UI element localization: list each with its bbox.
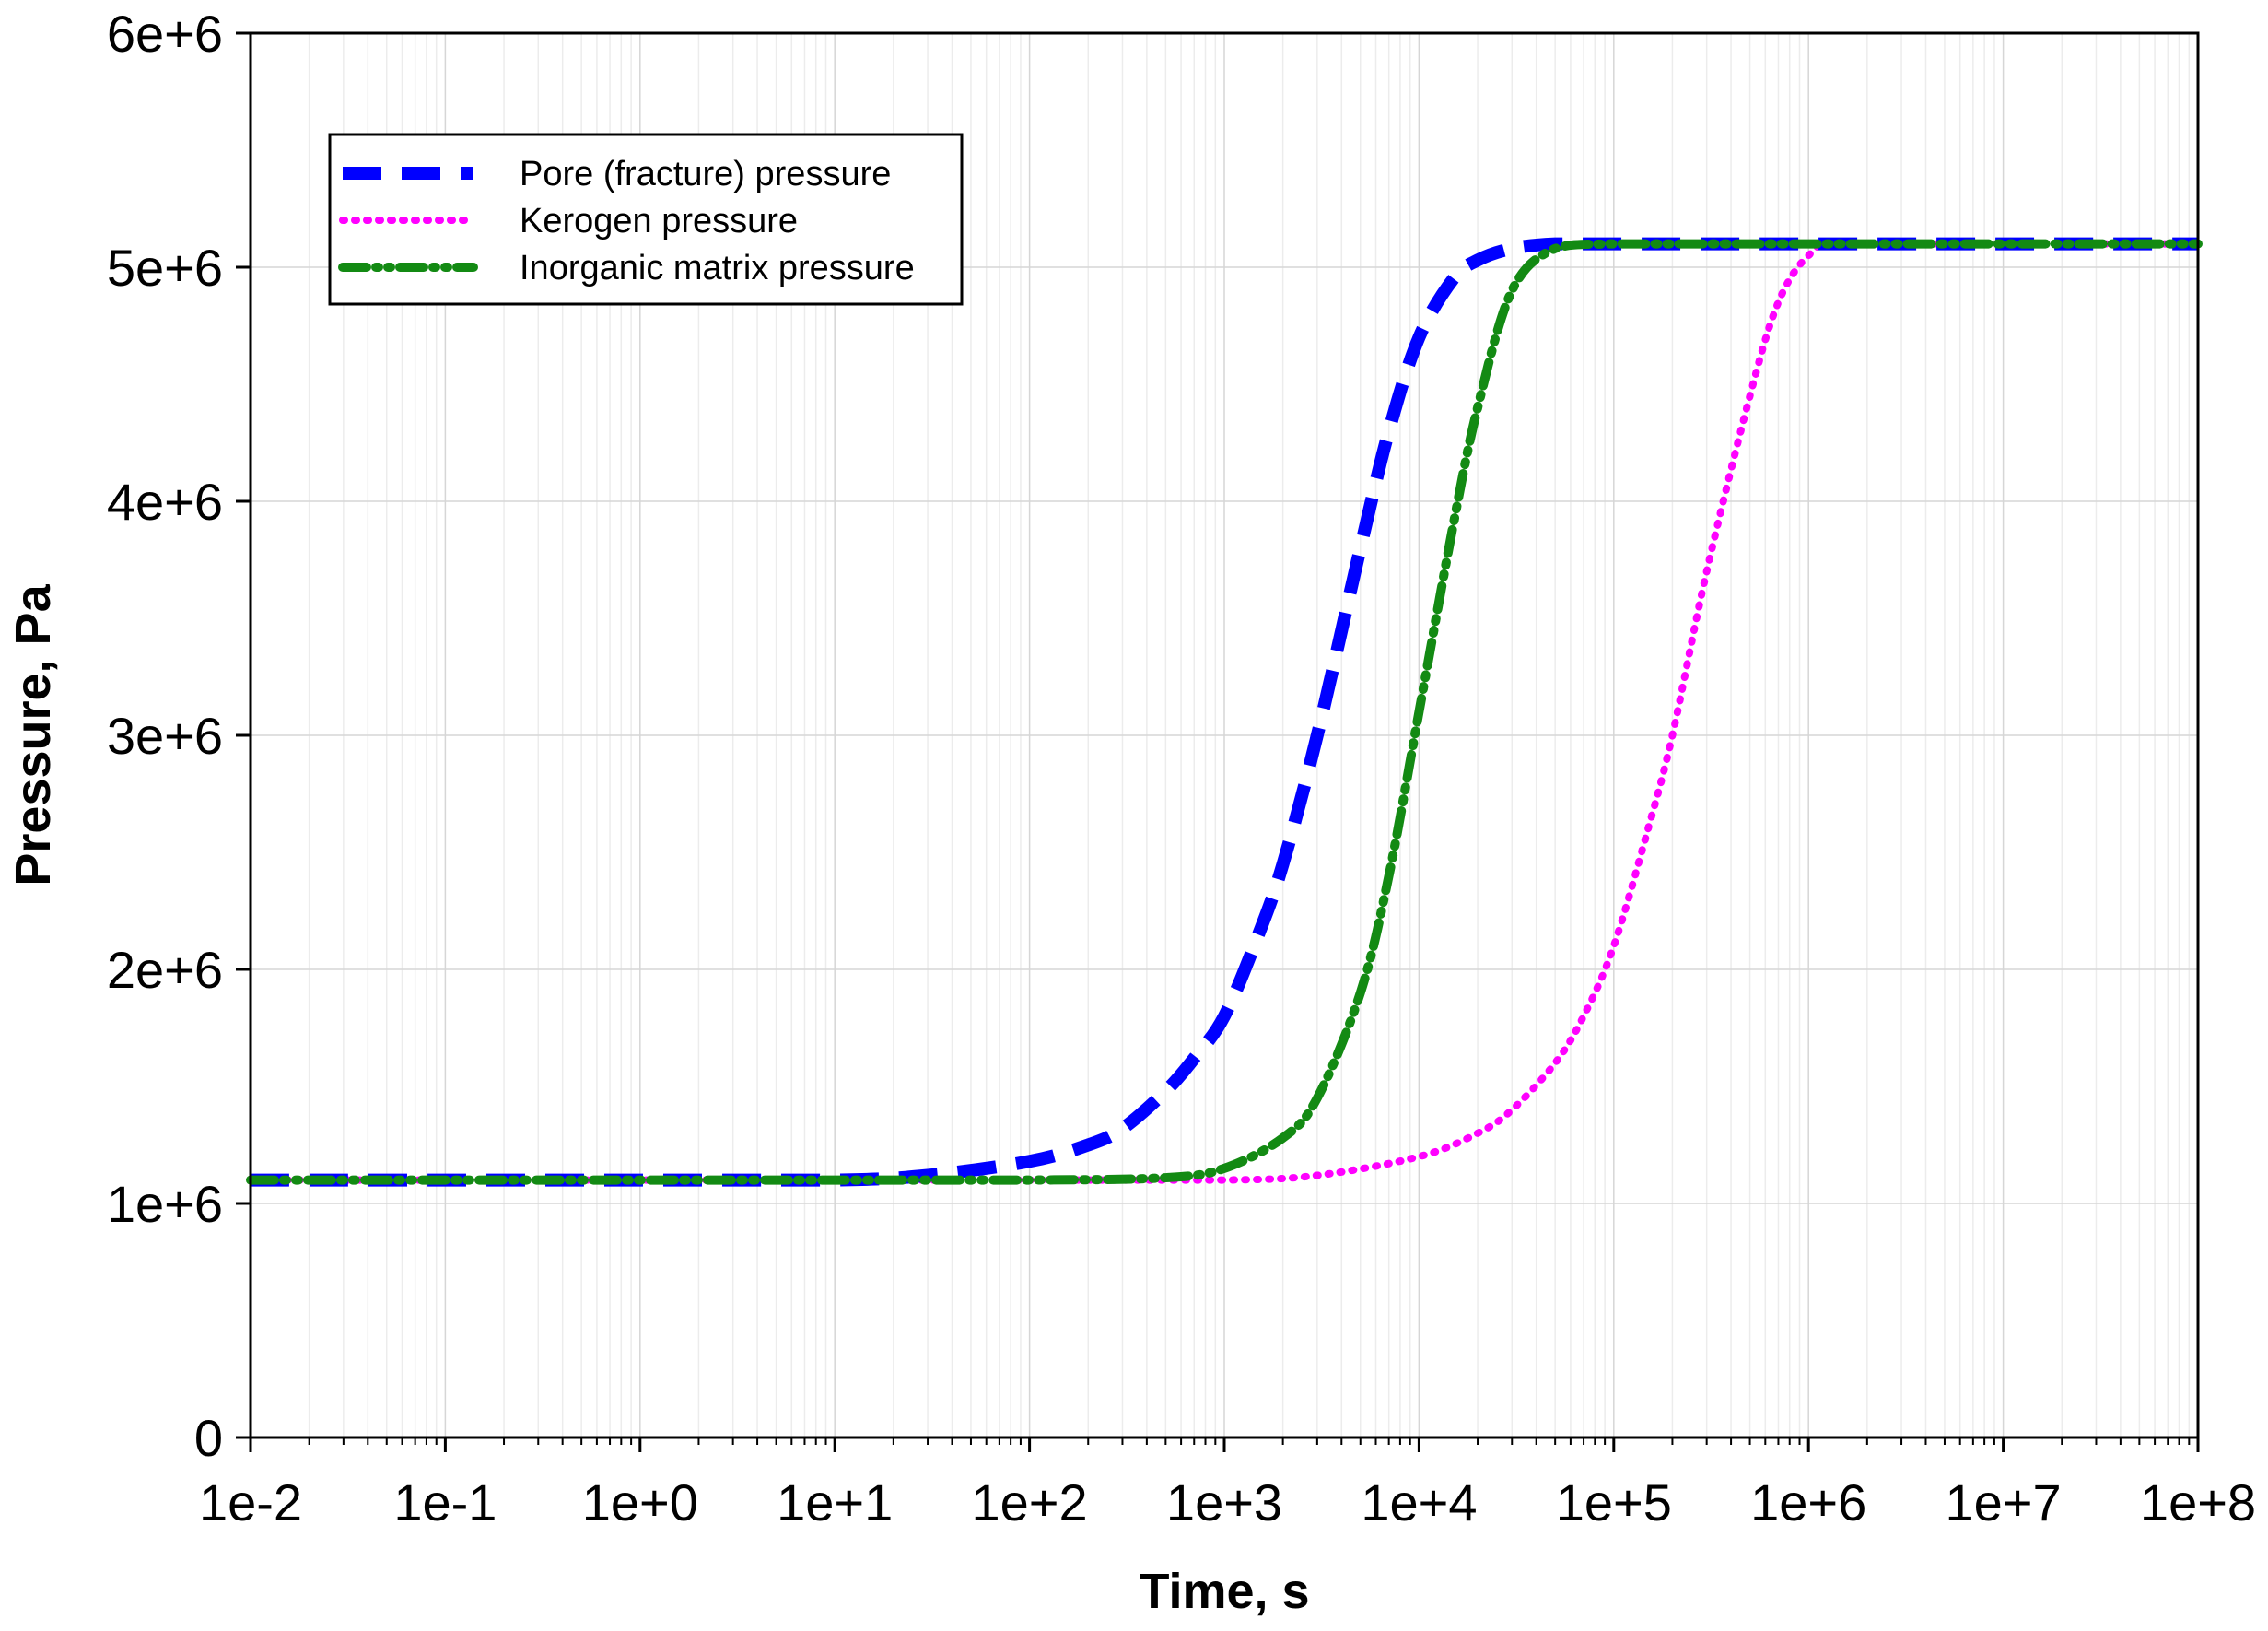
x-tick-label: 1e+0	[582, 1473, 698, 1531]
y-tick-label: 3e+6	[107, 707, 223, 765]
x-axis-title: Time, s	[1139, 1564, 1309, 1619]
y-tick-label: 2e+6	[107, 941, 223, 999]
x-tick-label: 1e+5	[1556, 1473, 1672, 1531]
x-tick-label: 1e-1	[393, 1473, 497, 1531]
x-tick-label: 1e-2	[199, 1473, 302, 1531]
x-tick-label: 1e+2	[972, 1473, 1088, 1531]
x-tick-label: 1e+1	[777, 1473, 893, 1531]
y-tick-label: 1e+6	[107, 1175, 223, 1233]
y-tick-label: 4e+6	[107, 473, 223, 531]
axes: 1e-2 1e-1 1e+0 1e+1 1e+2 1e+3 1e+4 1e+5 1e+6 1e+7…	[107, 5, 2256, 1531]
x-tick-label: 1e+8	[2140, 1473, 2256, 1531]
legend-box	[328, 133, 964, 306]
series-lines	[246, 237, 2203, 1187]
x-tick-label: 1e+6	[1750, 1473, 1866, 1531]
x-tick-label: 1e+4	[1361, 1473, 1477, 1531]
y-tick-label: 6e+6	[107, 5, 223, 63]
x-tick-label: 1e+7	[1946, 1473, 2062, 1531]
series-line-inorganic-matrix-pressure	[246, 239, 2203, 1185]
y-tick-label: 5e+6	[107, 239, 223, 297]
legend: Pore (fracture) pressure Kerogen pressure…	[328, 133, 964, 306]
x-tick-label: 1e+3	[1166, 1473, 1282, 1531]
y-tick-label: 0	[194, 1409, 223, 1467]
legend-label: Kerogen pressure	[520, 202, 798, 241]
legend-label: Inorganic matrix pressure	[520, 249, 915, 287]
legend-label: Pore (fracture) pressure	[520, 155, 891, 194]
y-axis-title: Pressure, Pa	[6, 583, 61, 886]
